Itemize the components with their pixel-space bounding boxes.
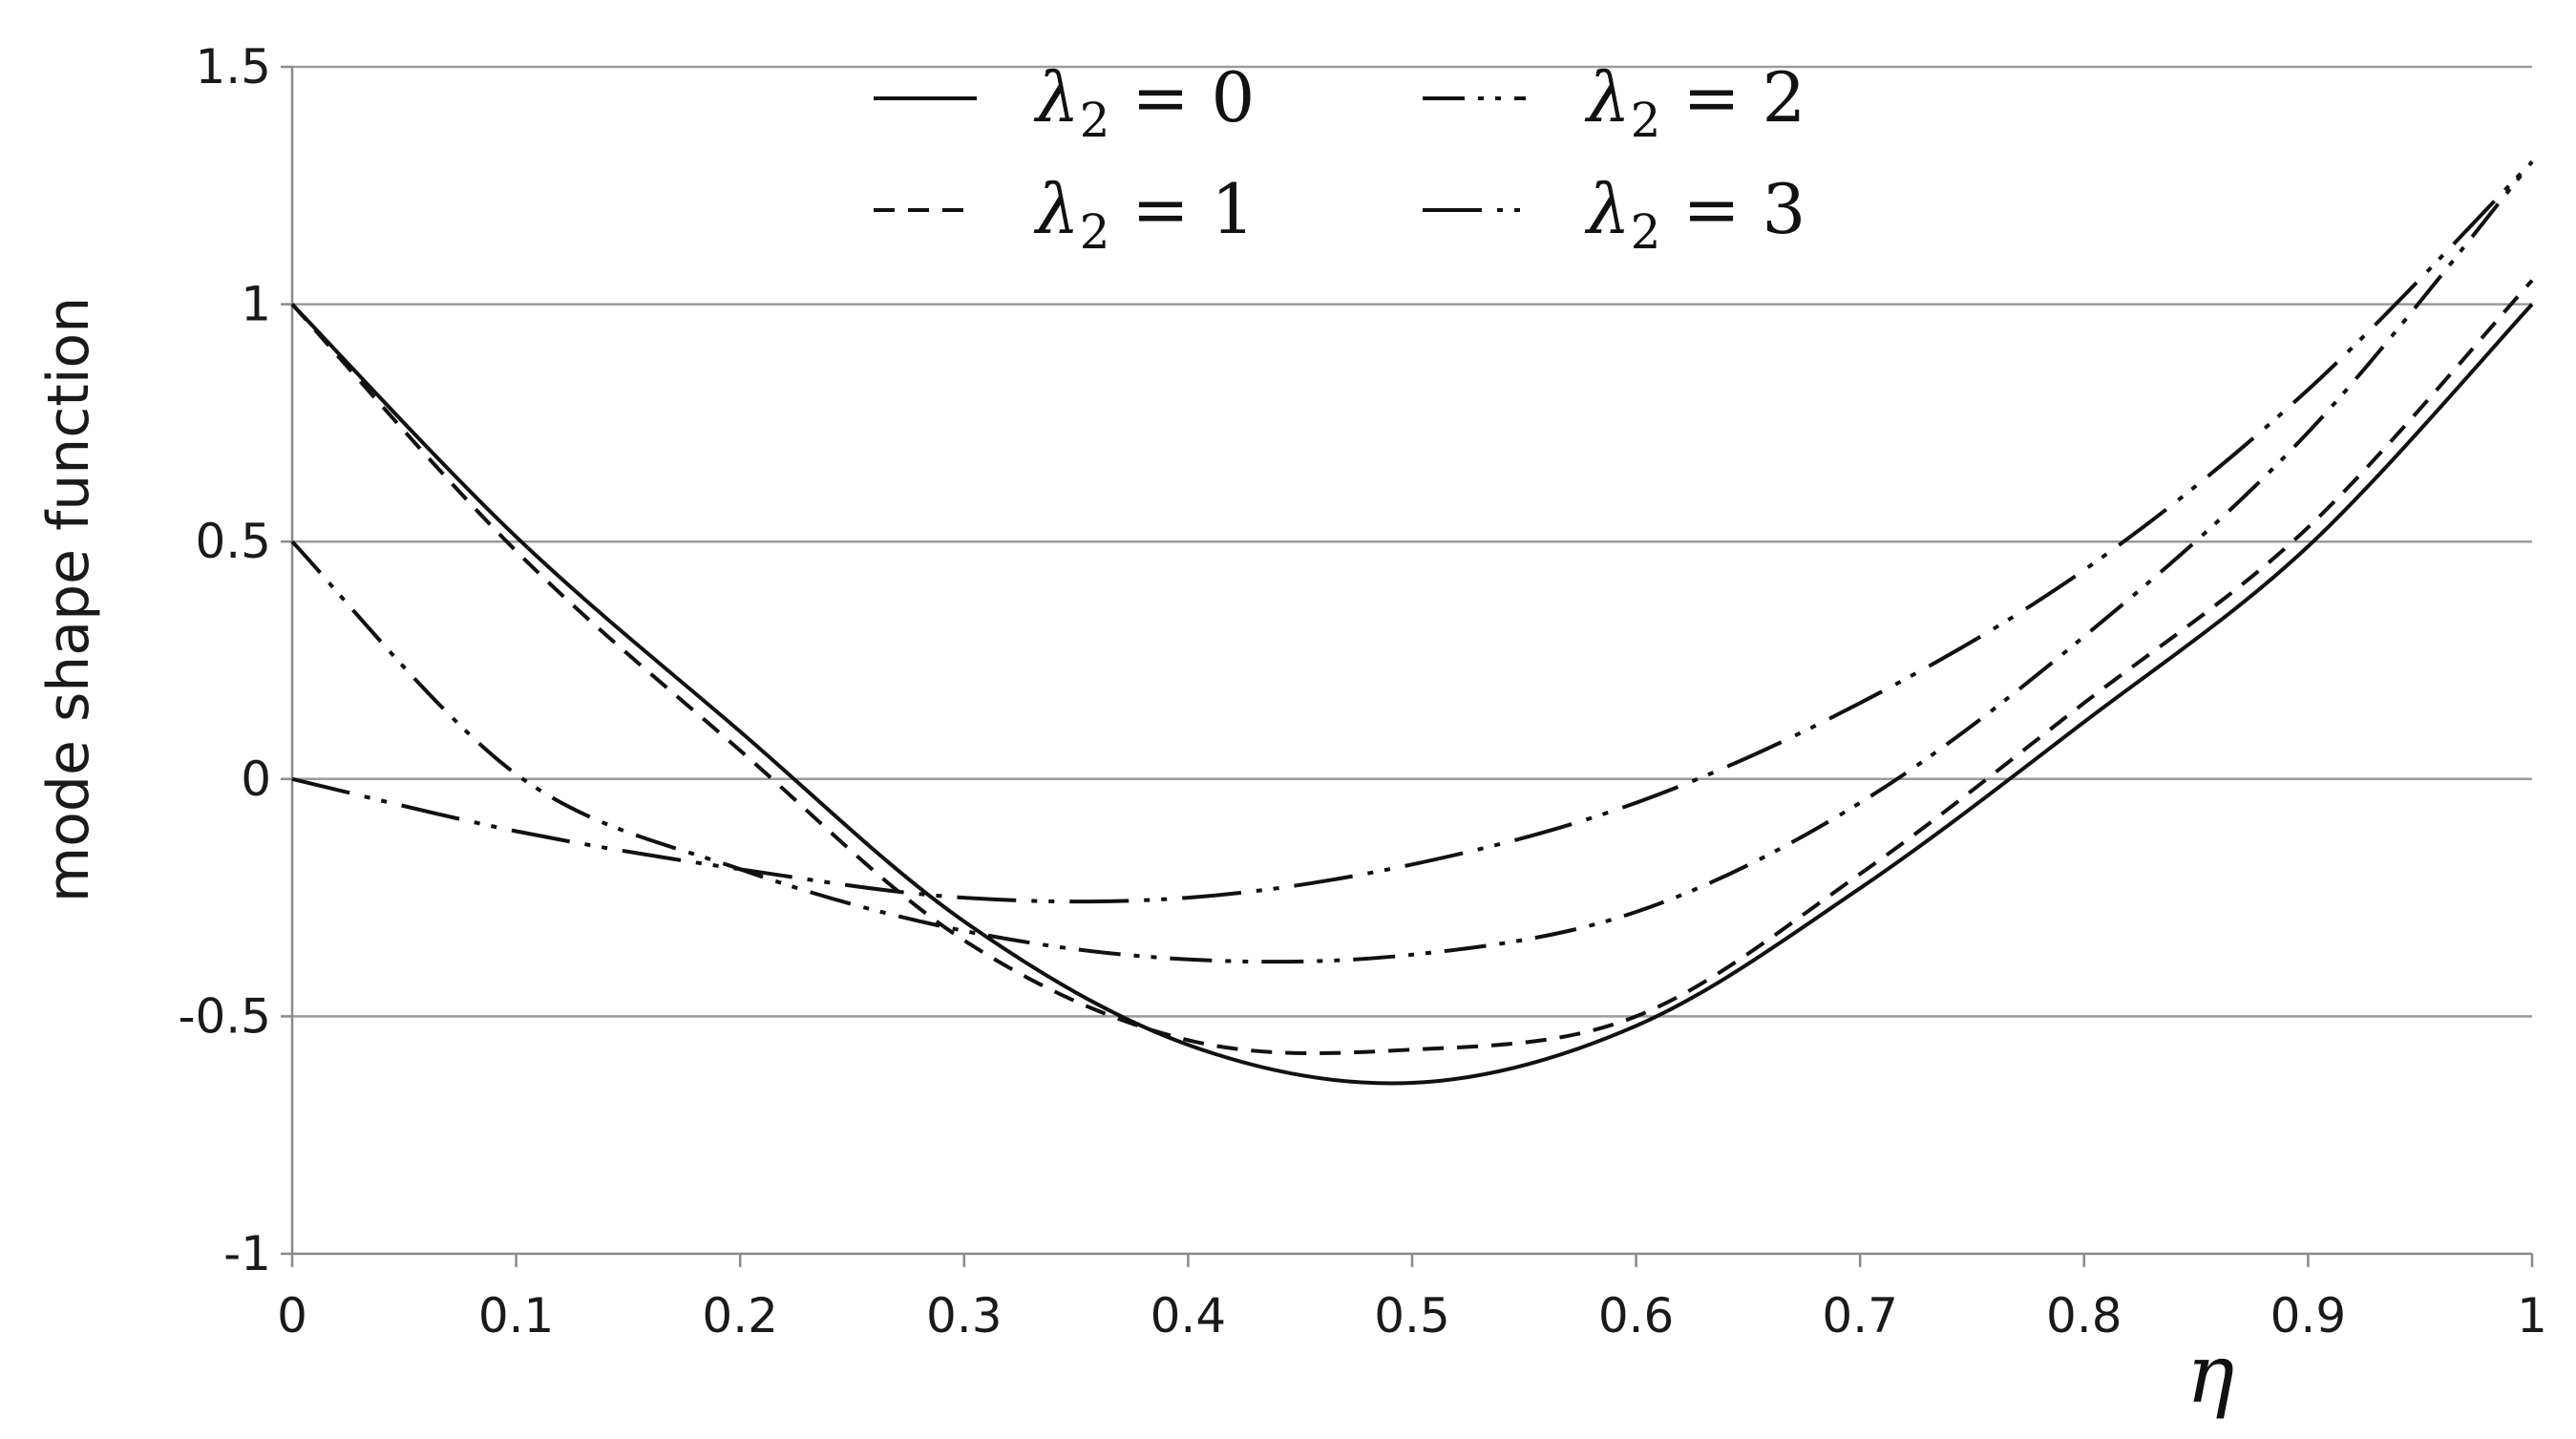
series-line-2 [290, 160, 2534, 964]
x-tick-label: 0.3 [926, 1288, 1003, 1344]
x-tick-label: 0 [277, 1288, 307, 1344]
series-line-1 [290, 279, 2534, 1056]
legend-label-2: λ2 = 2 [1584, 57, 1805, 148]
x-tick-label: 1 [2517, 1288, 2547, 1344]
legend: λ2 = 0 λ2 = 1 λ2 = 2 λ2 = 3 [874, 57, 1805, 260]
x-tick-label: 0.2 [702, 1288, 778, 1344]
series-line-0 [290, 303, 2534, 1086]
y-tick-label: 1 [241, 277, 271, 332]
y-tick-label: 0 [241, 751, 271, 807]
x-tick-label: 0.8 [2046, 1288, 2122, 1344]
y-axis-label: mode shape function [35, 297, 102, 902]
series-lines [290, 159, 2534, 1086]
axes [281, 65, 2534, 1267]
x-tick-label: 0.1 [478, 1288, 555, 1344]
grid-lines [292, 65, 2532, 1018]
x-tick-label: 0.9 [2270, 1288, 2347, 1344]
legend-label-0: λ2 = 0 [1033, 57, 1255, 148]
tick-labels: -1 -0.5 0 0.5 1 1.5 0 0.1 0.2 0.3 0.4 0.5 0.6 0.7 0.8 0… [178, 39, 2546, 1344]
x-tick-label: 0.5 [1374, 1288, 1450, 1344]
x-tick-label: 0.4 [1151, 1288, 1227, 1344]
series-line-3 [291, 159, 2534, 904]
y-tick-label: -1 [223, 1226, 271, 1281]
legend-label-3: λ2 = 3 [1584, 169, 1805, 260]
y-tick-label: 0.5 [195, 514, 271, 569]
x-tick-label: 0.7 [1822, 1288, 1898, 1344]
x-axis-label: η [2186, 1327, 2234, 1421]
y-tick-label: -0.5 [178, 988, 271, 1044]
x-tick-label: 0.6 [1598, 1288, 1675, 1344]
legend-label-1: λ2 = 1 [1033, 169, 1255, 260]
y-tick-label: 1.5 [195, 39, 271, 95]
